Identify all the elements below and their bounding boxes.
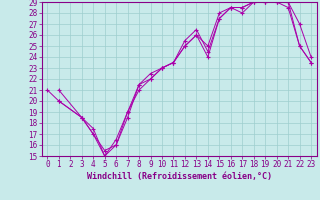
X-axis label: Windchill (Refroidissement éolien,°C): Windchill (Refroidissement éolien,°C) bbox=[87, 172, 272, 181]
